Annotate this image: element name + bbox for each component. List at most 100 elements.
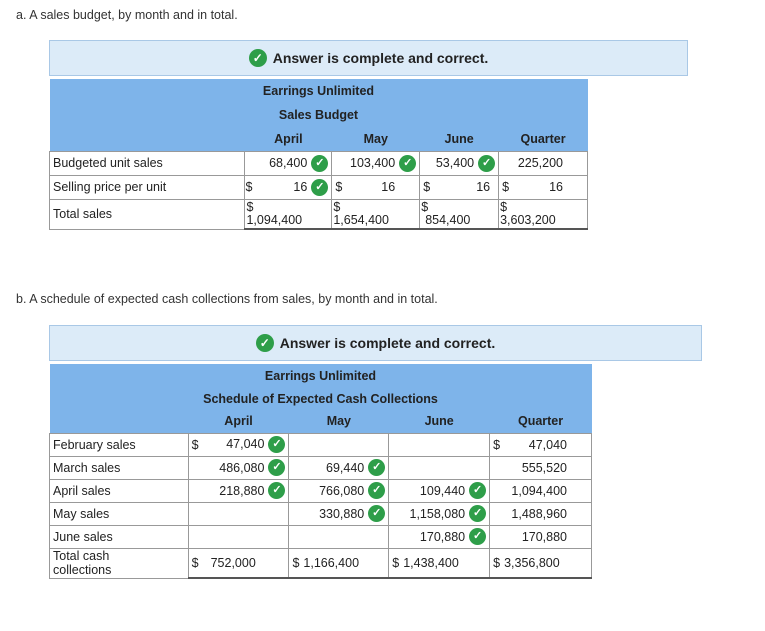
col-header-april: April [244, 127, 332, 151]
row-label: Total sales [48, 198, 246, 230]
answer-cell[interactable]: 103,400 ✓ [331, 150, 421, 176]
cell-value: 3,603,200 [500, 212, 556, 227]
check-icon: ✓ [255, 334, 274, 352]
cell-value: 1,094,400 [246, 212, 303, 227]
part-b-header-blank [49, 410, 189, 433]
row-label: Total cash collections [49, 547, 189, 579]
empty-cell [288, 432, 390, 457]
part-a-title: Sales Budget [49, 103, 588, 127]
total-cell: $1,654,400 [331, 198, 421, 230]
answer-cell[interactable]: 170,880 ✓ [388, 524, 491, 549]
price-cell: $16 [498, 174, 588, 200]
part-a-question: a. A sales budget, by month and in total… [16, 8, 238, 22]
col-header-june: June [419, 127, 499, 151]
table-row: Budgeted unit sales 68,400 ✓ 103,400 ✓ 53,… [48, 150, 588, 176]
currency-symbol: $ [500, 199, 508, 214]
cell-value: 1,488,960 [489, 501, 592, 526]
total-cell: $854,400 [419, 198, 500, 230]
empty-cell [388, 455, 491, 480]
check-icon: ✓ [268, 459, 286, 476]
answer-cell[interactable]: $47,040 ✓ [187, 432, 290, 457]
col-header-may: May [331, 127, 420, 151]
price-cell: $16 [331, 174, 421, 200]
cell-value: 486,080 [219, 460, 265, 475]
empty-cell [288, 524, 390, 549]
part-a-header-blank [49, 127, 245, 151]
cell-value: 218,880 [219, 483, 265, 498]
price-cell: $16 [419, 174, 500, 200]
cell-value: 330,880 [319, 506, 365, 521]
cell-value: 170,880 [419, 529, 466, 544]
answer-cell[interactable]: 109,440 ✓ [388, 478, 491, 503]
cell-value: 170,880 [489, 524, 592, 549]
currency-symbol: $ [191, 555, 199, 570]
cell-value: 854,400 [425, 212, 471, 227]
part-b-question: b. A schedule of expected cash collectio… [16, 292, 438, 306]
row-label: March sales [49, 455, 189, 480]
table-row: February sales $47,040 ✓ $47,040 [49, 432, 592, 457]
cell-value: 1,654,400 [333, 212, 389, 227]
currency-symbol: $ [502, 180, 510, 194]
cell-value: 109,440 [419, 483, 466, 498]
row-label: February sales [49, 432, 189, 457]
part-b-banner-text: Answer is complete and correct. [279, 335, 496, 351]
part-a-banner-text: Answer is complete and correct. [272, 50, 489, 66]
row-label: June sales [49, 524, 189, 549]
currency-symbol: $ [392, 555, 400, 570]
cash-collections-table: Earrings Unlimited Schedule of Expected … [49, 364, 592, 579]
cell-value: 47,040 [226, 436, 265, 451]
answer-cell[interactable]: $16 ✓ [244, 174, 333, 200]
part-b-title: Schedule of Expected Cash Collections [49, 387, 592, 410]
check-icon: ✓ [478, 154, 496, 172]
currency-symbol: $ [335, 180, 343, 194]
total-cell: $1,094,400 [244, 198, 333, 230]
answer-cell[interactable]: 218,880 ✓ [187, 478, 290, 503]
cell-value: 103,400 [350, 156, 396, 170]
check-icon: ✓ [248, 49, 267, 67]
table-row: Selling price per unit $16 ✓ $16 $16 $16 [48, 174, 588, 200]
answer-cell[interactable]: 1,158,080 ✓ [388, 501, 491, 526]
quarter-cell: $47,040 [489, 432, 592, 457]
total-cell: $752,000 [187, 547, 290, 579]
cell-value: 1,438,400 [403, 555, 459, 570]
col-header-may: May [288, 410, 389, 433]
total-cell: $3,356,800 [489, 547, 592, 579]
cell-value: 555,520 [489, 455, 592, 480]
answer-cell[interactable]: 69,440 ✓ [288, 455, 390, 480]
answer-cell[interactable]: 68,400 ✓ [244, 150, 333, 176]
answer-cell[interactable]: 486,080 ✓ [187, 455, 290, 480]
cell-value: 3,356,800 [504, 555, 560, 570]
currency-symbol: $ [245, 180, 253, 194]
check-icon: ✓ [368, 459, 386, 476]
table-row: March sales 486,080 ✓ 69,440 ✓ 555,520 [49, 455, 592, 480]
row-label: April sales [49, 478, 189, 503]
check-icon: ✓ [268, 482, 286, 499]
check-icon: ✓ [311, 178, 329, 196]
answer-cell[interactable]: 766,080 ✓ [288, 478, 390, 503]
currency-symbol: $ [333, 199, 341, 214]
table-row: April sales 218,880 ✓ 766,080 ✓ 109,440 ✓ 1… [49, 478, 592, 503]
currency-symbol: $ [493, 555, 501, 570]
answer-cell[interactable]: 330,880 ✓ [288, 501, 390, 526]
cell-value: 53,400 [435, 156, 475, 170]
cell-value: 16 [381, 180, 396, 194]
part-a-company: Earrings Unlimited [49, 79, 588, 103]
table-row: Total sales $1,094,400 $1,654,400 $854,4… [48, 198, 588, 230]
table-row: May sales 330,880 ✓ 1,158,080 ✓ 1,488,960 [49, 501, 592, 526]
cell-value: 47,040 [528, 437, 567, 452]
part-b-answer-banner: ✓ Answer is complete and correct. [49, 325, 702, 361]
empty-cell [187, 501, 290, 526]
col-header-june: June [388, 410, 490, 433]
total-cell: $1,166,400 [288, 547, 390, 579]
col-header-quarter: Quarter [498, 127, 588, 151]
currency-symbol: $ [493, 437, 501, 452]
cell-value: 225,200 [498, 150, 588, 176]
sales-budget-table: Earrings Unlimited Sales Budget April Ma… [48, 79, 588, 230]
table-row: Total cash collections $752,000 $1,166,40… [49, 547, 592, 579]
cell-value: 1,094,400 [489, 478, 592, 503]
answer-cell[interactable]: 53,400 ✓ [419, 150, 500, 176]
cell-value: 16 [293, 179, 308, 194]
cell-value: 752,000 [210, 555, 256, 570]
total-label-line2: collections [53, 563, 112, 577]
total-cell: $1,438,400 [388, 547, 491, 579]
